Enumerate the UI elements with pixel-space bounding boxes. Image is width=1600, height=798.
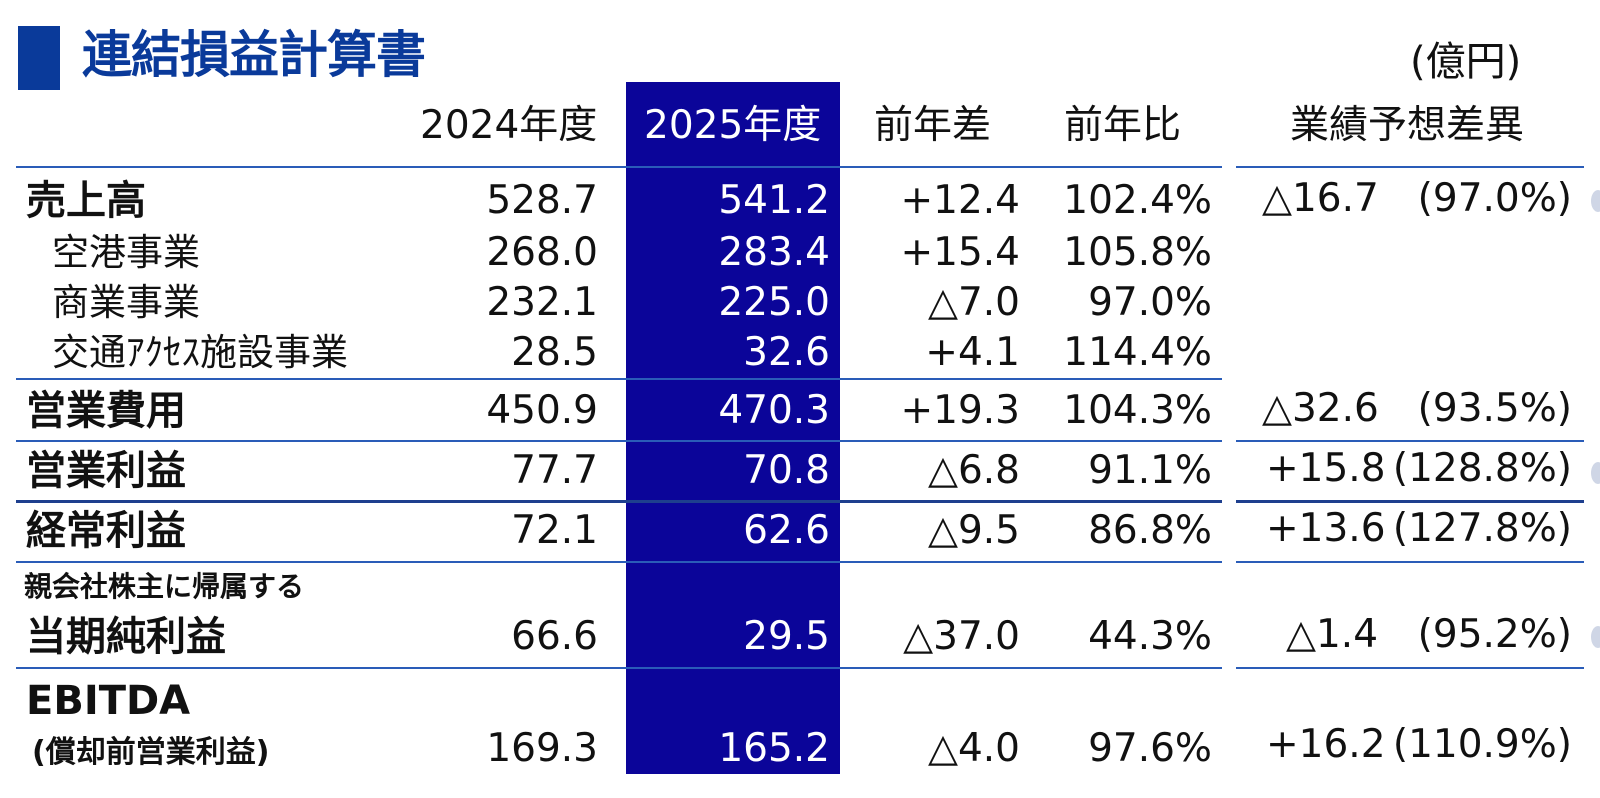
header-yoy-diff: 前年差 <box>874 103 992 148</box>
row-label-ordinary-income: 経常利益 <box>26 508 186 554</box>
fy2025-highlight-column <box>626 82 840 774</box>
rule-after-ordinary <box>16 561 1222 563</box>
edge-dot <box>1591 626 1600 648</box>
ebitda-2024: 169.3 <box>486 726 598 771</box>
opex-ratio: 104.3% <box>1063 388 1212 433</box>
op-income-ratio: 91.1% <box>1088 448 1212 493</box>
op-income-fc-diff: +15.8 <box>1266 446 1386 491</box>
op-income-diff: △6.8 <box>927 448 1020 493</box>
row-label-net-income: 当期純利益 <box>26 614 226 660</box>
transport-ratio: 114.4% <box>1063 330 1212 375</box>
row-label-ebitda: EBITDA <box>26 678 191 724</box>
opex-fc-ratio: (93.5%) <box>1417 386 1572 431</box>
ebitda-fc-ratio: (110.9%) <box>1392 722 1572 767</box>
ebitda-2025: 165.2 <box>718 726 830 771</box>
airport-2025: 283.4 <box>718 230 830 275</box>
airport-ratio: 105.8% <box>1063 230 1212 275</box>
sales-fc-ratio: (97.0%) <box>1417 176 1572 221</box>
net-income-diff: △37.0 <box>903 614 1020 659</box>
airport-2024: 268.0 <box>486 230 598 275</box>
op-income-fc-ratio: (128.8%) <box>1392 446 1572 491</box>
sales-2024: 528.7 <box>486 178 598 223</box>
row-label-commercial: 商業事業 <box>52 281 200 324</box>
opex-diff: +19.3 <box>900 388 1020 433</box>
ordinary-fc-diff: +13.6 <box>1266 506 1386 551</box>
commercial-2025: 225.0 <box>718 280 830 325</box>
rule-fc-net-income <box>1236 667 1584 669</box>
net-income-2025: 29.5 <box>743 614 830 659</box>
net-income-2024: 66.6 <box>511 614 598 659</box>
transport-diff: +4.1 <box>925 330 1020 375</box>
opex-2024: 450.9 <box>486 388 598 433</box>
row-label-opex: 営業費用 <box>26 388 186 434</box>
sales-fc-diff: △16.7 <box>1262 176 1379 221</box>
net-income-fc-diff: △1.4 <box>1286 612 1379 657</box>
rule-fc-op-income <box>1236 500 1584 503</box>
rule-after-net-income <box>16 667 1222 669</box>
edge-dot <box>1591 462 1600 484</box>
row-label-operating-income: 営業利益 <box>26 448 186 494</box>
sales-ratio: 102.4% <box>1063 178 1212 223</box>
rule-after-op-income <box>16 500 1222 503</box>
header-rule-right <box>1236 166 1584 168</box>
ebitda-fc-diff: +16.2 <box>1266 722 1386 767</box>
ordinary-fc-ratio: (127.8%) <box>1392 506 1572 551</box>
ebitda-ratio: 97.6% <box>1088 726 1212 771</box>
net-income-ratio: 44.3% <box>1088 614 1212 659</box>
sales-2025: 541.2 <box>718 178 830 223</box>
edge-dot <box>1591 190 1600 212</box>
row-label-airport: 空港事業 <box>52 231 200 274</box>
title-accent-bar <box>18 26 60 90</box>
ordinary-2024: 72.1 <box>511 508 598 553</box>
page-title: 連結損益計算書 <box>82 26 426 84</box>
rule-fc-ordinary <box>1236 561 1584 563</box>
header-2024: 2024年度 <box>420 103 598 148</box>
header-2025: 2025年度 <box>644 103 822 148</box>
op-income-2025: 70.8 <box>743 448 830 493</box>
unit-label: (億円) <box>1410 39 1522 85</box>
row-label-sales: 売上高 <box>26 178 146 224</box>
row-label-net-income-prefix: 親会社株主に帰属する <box>24 570 305 603</box>
rule-fc-opex <box>1236 440 1584 442</box>
opex-fc-diff: △32.6 <box>1262 386 1379 431</box>
ordinary-ratio: 86.8% <box>1088 508 1212 553</box>
net-income-fc-ratio: (95.2%) <box>1417 612 1572 657</box>
opex-2025: 470.3 <box>718 388 830 433</box>
header-forecast-variance: 業績予想差異 <box>1290 103 1525 148</box>
row-label-transport-access: 交通ｱｸｾｽ施設事業 <box>52 331 348 374</box>
header-yoy-ratio: 前年比 <box>1064 103 1182 148</box>
ebitda-diff: △4.0 <box>927 726 1020 771</box>
op-income-2024: 77.7 <box>511 448 598 493</box>
airport-diff: +15.4 <box>900 230 1020 275</box>
transport-2024: 28.5 <box>511 330 598 375</box>
ordinary-diff: △9.5 <box>927 508 1020 553</box>
commercial-2024: 232.1 <box>486 280 598 325</box>
ordinary-2025: 62.6 <box>743 508 830 553</box>
sales-diff: +12.4 <box>900 178 1020 223</box>
commercial-diff: △7.0 <box>927 280 1020 325</box>
rule-after-sales <box>16 378 1222 380</box>
row-label-ebitda-sub: (償却前営業利益) <box>32 735 270 770</box>
commercial-ratio: 97.0% <box>1088 280 1212 325</box>
transport-2025: 32.6 <box>743 330 830 375</box>
rule-after-opex <box>16 440 1222 442</box>
header-rule-left <box>16 166 1222 168</box>
